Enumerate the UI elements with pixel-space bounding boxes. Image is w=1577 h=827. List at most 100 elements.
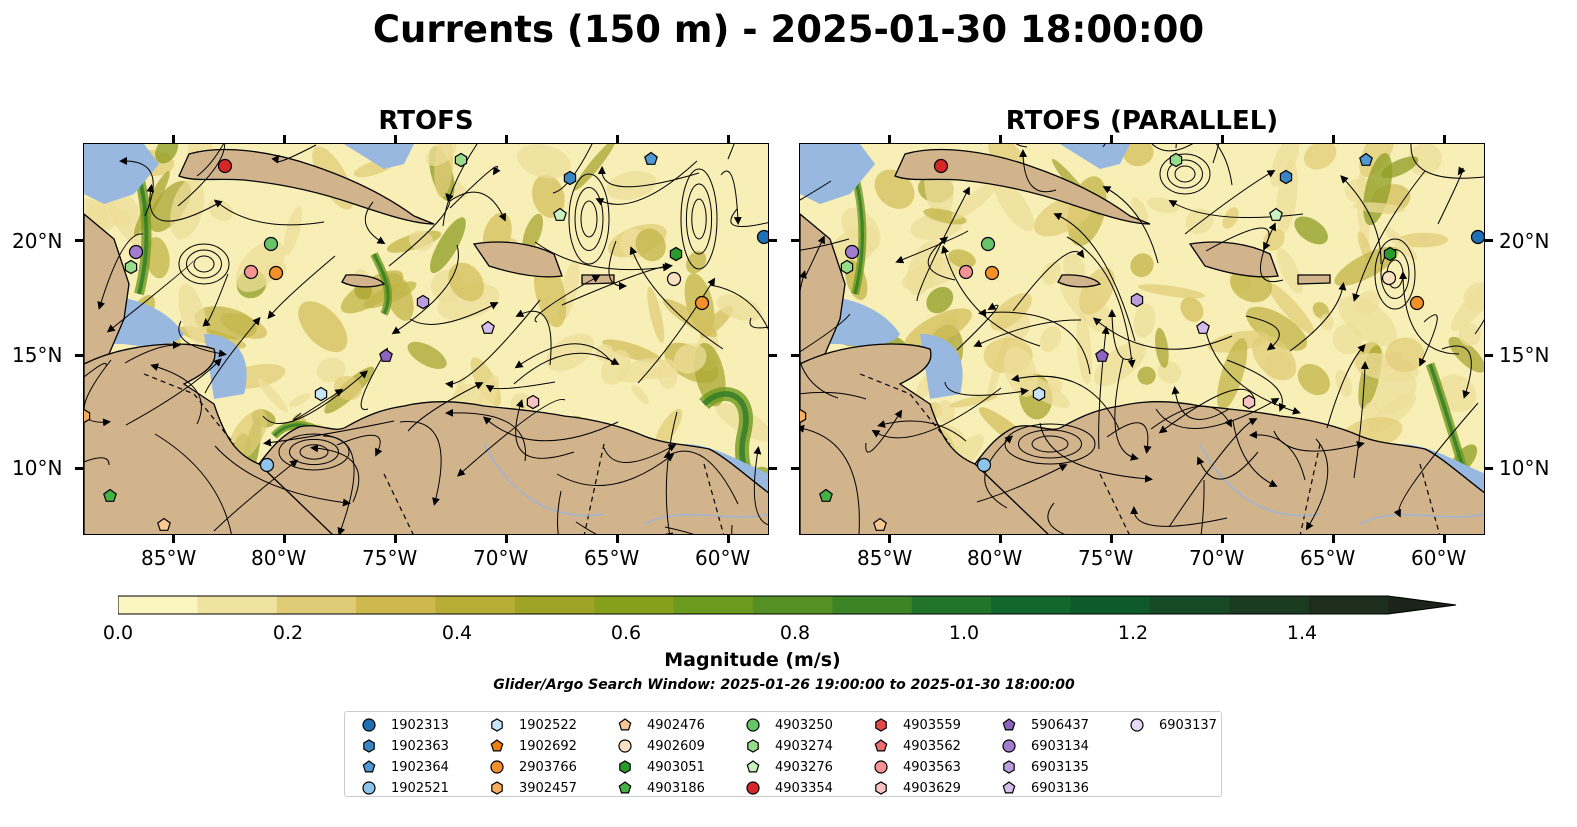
legend-label: 6903135 [1031,759,1089,775]
float-marker-4902476[interactable] [873,517,887,531]
float-marker-2903766[interactable] [694,295,710,311]
float-marker-6903135[interactable] [1130,292,1144,308]
float-marker-5906437[interactable] [379,348,393,362]
lon-tick [1332,535,1335,543]
lat-label-20n-right: 20°N [1499,229,1550,253]
map-panel-rtofs[interactable] [83,143,769,535]
legend-marker-6903135[interactable] [1003,760,1015,774]
float-marker-6903134[interactable] [844,244,860,260]
legend-marker-4903186[interactable] [618,781,632,794]
legend-item-1902364: 1902364 [359,757,449,777]
float-marker-4903274[interactable] [454,152,468,168]
legend-marker-6903134[interactable] [1002,739,1016,753]
legend-marker-2903766[interactable] [490,760,504,774]
legend-marker-1902522[interactable] [491,718,503,732]
legend-marker-1902692[interactable] [490,739,504,752]
float-marker-4903629[interactable] [1242,394,1256,410]
legend-marker-1902363[interactable] [363,739,375,753]
float-marker-6903136[interactable] [1196,320,1210,334]
legend-marker-4903051[interactable] [619,760,631,774]
colorbar-tick-2: 0.4 [441,622,473,644]
float-marker-2903766[interactable] [1409,295,1425,311]
legend-marker-4903559[interactable] [875,718,887,732]
legend-item-4903250: 4903250 [743,715,833,735]
lon-label-70w-left: 70°W [473,546,529,570]
lat-label-10n-right: 10°N [1499,456,1550,480]
float-marker-1902313[interactable] [756,229,770,245]
legend-marker-1902364[interactable] [362,760,376,773]
legend-label: 1902692 [519,738,577,754]
float-marker-4903051[interactable] [669,246,683,262]
legend-label: 6903136 [1031,780,1089,796]
float-marker-4903274[interactable] [1169,152,1183,168]
legend-marker-6903137[interactable] [1130,718,1144,732]
legend-marker-3902457[interactable] [491,781,503,795]
float-marker-1902522[interactable] [1032,386,1046,402]
legend-marker-4903354[interactable] [746,781,760,795]
legend-marker-icon [875,718,887,732]
float-marker-1902313[interactable] [1470,229,1485,245]
legend-marker-4903250[interactable] [746,718,760,732]
float-marker-4902609[interactable] [666,271,682,287]
legend-marker-1902521[interactable] [362,781,376,795]
colorbar-segment [276,596,357,614]
float-marker-1902363[interactable] [1279,169,1293,185]
float-marker-4903274[interactable] [124,259,138,275]
float-marker-2903766[interactable] [984,265,1000,281]
legend-marker-6903136[interactable] [1002,781,1016,794]
lon-label-60w-right: 60°W [1411,546,1467,570]
float-marker-4902609[interactable] [1381,270,1397,286]
float-marker-1902522[interactable] [314,386,328,402]
float-marker-1902364[interactable] [644,151,658,165]
legend-marker-1902313[interactable] [362,718,376,732]
float-marker-1902521[interactable] [259,457,275,473]
lon-tick [1110,535,1113,543]
float-marker-3902457[interactable] [800,408,807,424]
float-marker-6903134[interactable] [128,244,144,260]
float-marker-4903274[interactable] [840,259,854,275]
legend-marker-icon [746,781,760,795]
legend-marker-4903629[interactable] [875,781,887,795]
colorbar-segment [832,596,913,614]
legend-marker-4903274[interactable] [747,739,759,753]
legend-marker-4903562[interactable] [874,739,888,752]
float-marker-4903250[interactable] [263,236,279,252]
legend-marker-icon [874,760,888,774]
float-marker-4902476[interactable] [157,517,171,531]
float-marker-4903354[interactable] [933,158,949,174]
colorbar-segment [911,596,992,614]
float-marker-2903766[interactable] [268,265,284,281]
legend-marker-4902476[interactable] [618,718,632,731]
float-marker-5906437[interactable] [1095,348,1109,362]
float-marker-4903563[interactable] [243,264,259,280]
lon-tick [1443,135,1446,143]
float-marker-6903135[interactable] [416,294,430,310]
legend-label: 6903134 [1031,738,1089,754]
legend-item-4903563: 4903563 [871,757,961,777]
float-marker-4903186[interactable] [103,488,117,502]
legend-marker-4903563[interactable] [874,760,888,774]
legend-item-6903135: 6903135 [999,757,1089,777]
float-marker-3902457[interactable] [84,408,91,424]
float-marker-1902363[interactable] [563,170,577,186]
map-panel-rtofs-parallel[interactable] [799,143,1485,535]
legend-marker-4903276[interactable] [746,760,760,773]
float-marker-4903276[interactable] [553,207,567,221]
colorbar-segment [356,596,436,614]
float-marker-1902521[interactable] [976,457,992,473]
lon-label-75w-left: 75°W [362,546,418,570]
float-marker-4903563[interactable] [958,264,974,280]
legend-marker-4902609[interactable] [618,739,632,753]
float-marker-4903354[interactable] [217,158,233,174]
float-marker-6903136[interactable] [481,320,495,334]
float-marker-4903186[interactable] [819,488,833,502]
float-marker-4903629[interactable] [526,394,540,410]
legend-marker-5906437[interactable] [1002,718,1016,731]
float-marker-4903276[interactable] [1269,207,1283,221]
float-marker-4903250[interactable] [980,236,996,252]
float-marker-1902364[interactable] [1359,152,1373,166]
legend-item-4903629: 4903629 [871,778,961,798]
legend-item-4902609: 4902609 [615,736,705,756]
float-marker-4903051[interactable] [1383,246,1397,262]
legend-marker-icon [1002,718,1016,731]
